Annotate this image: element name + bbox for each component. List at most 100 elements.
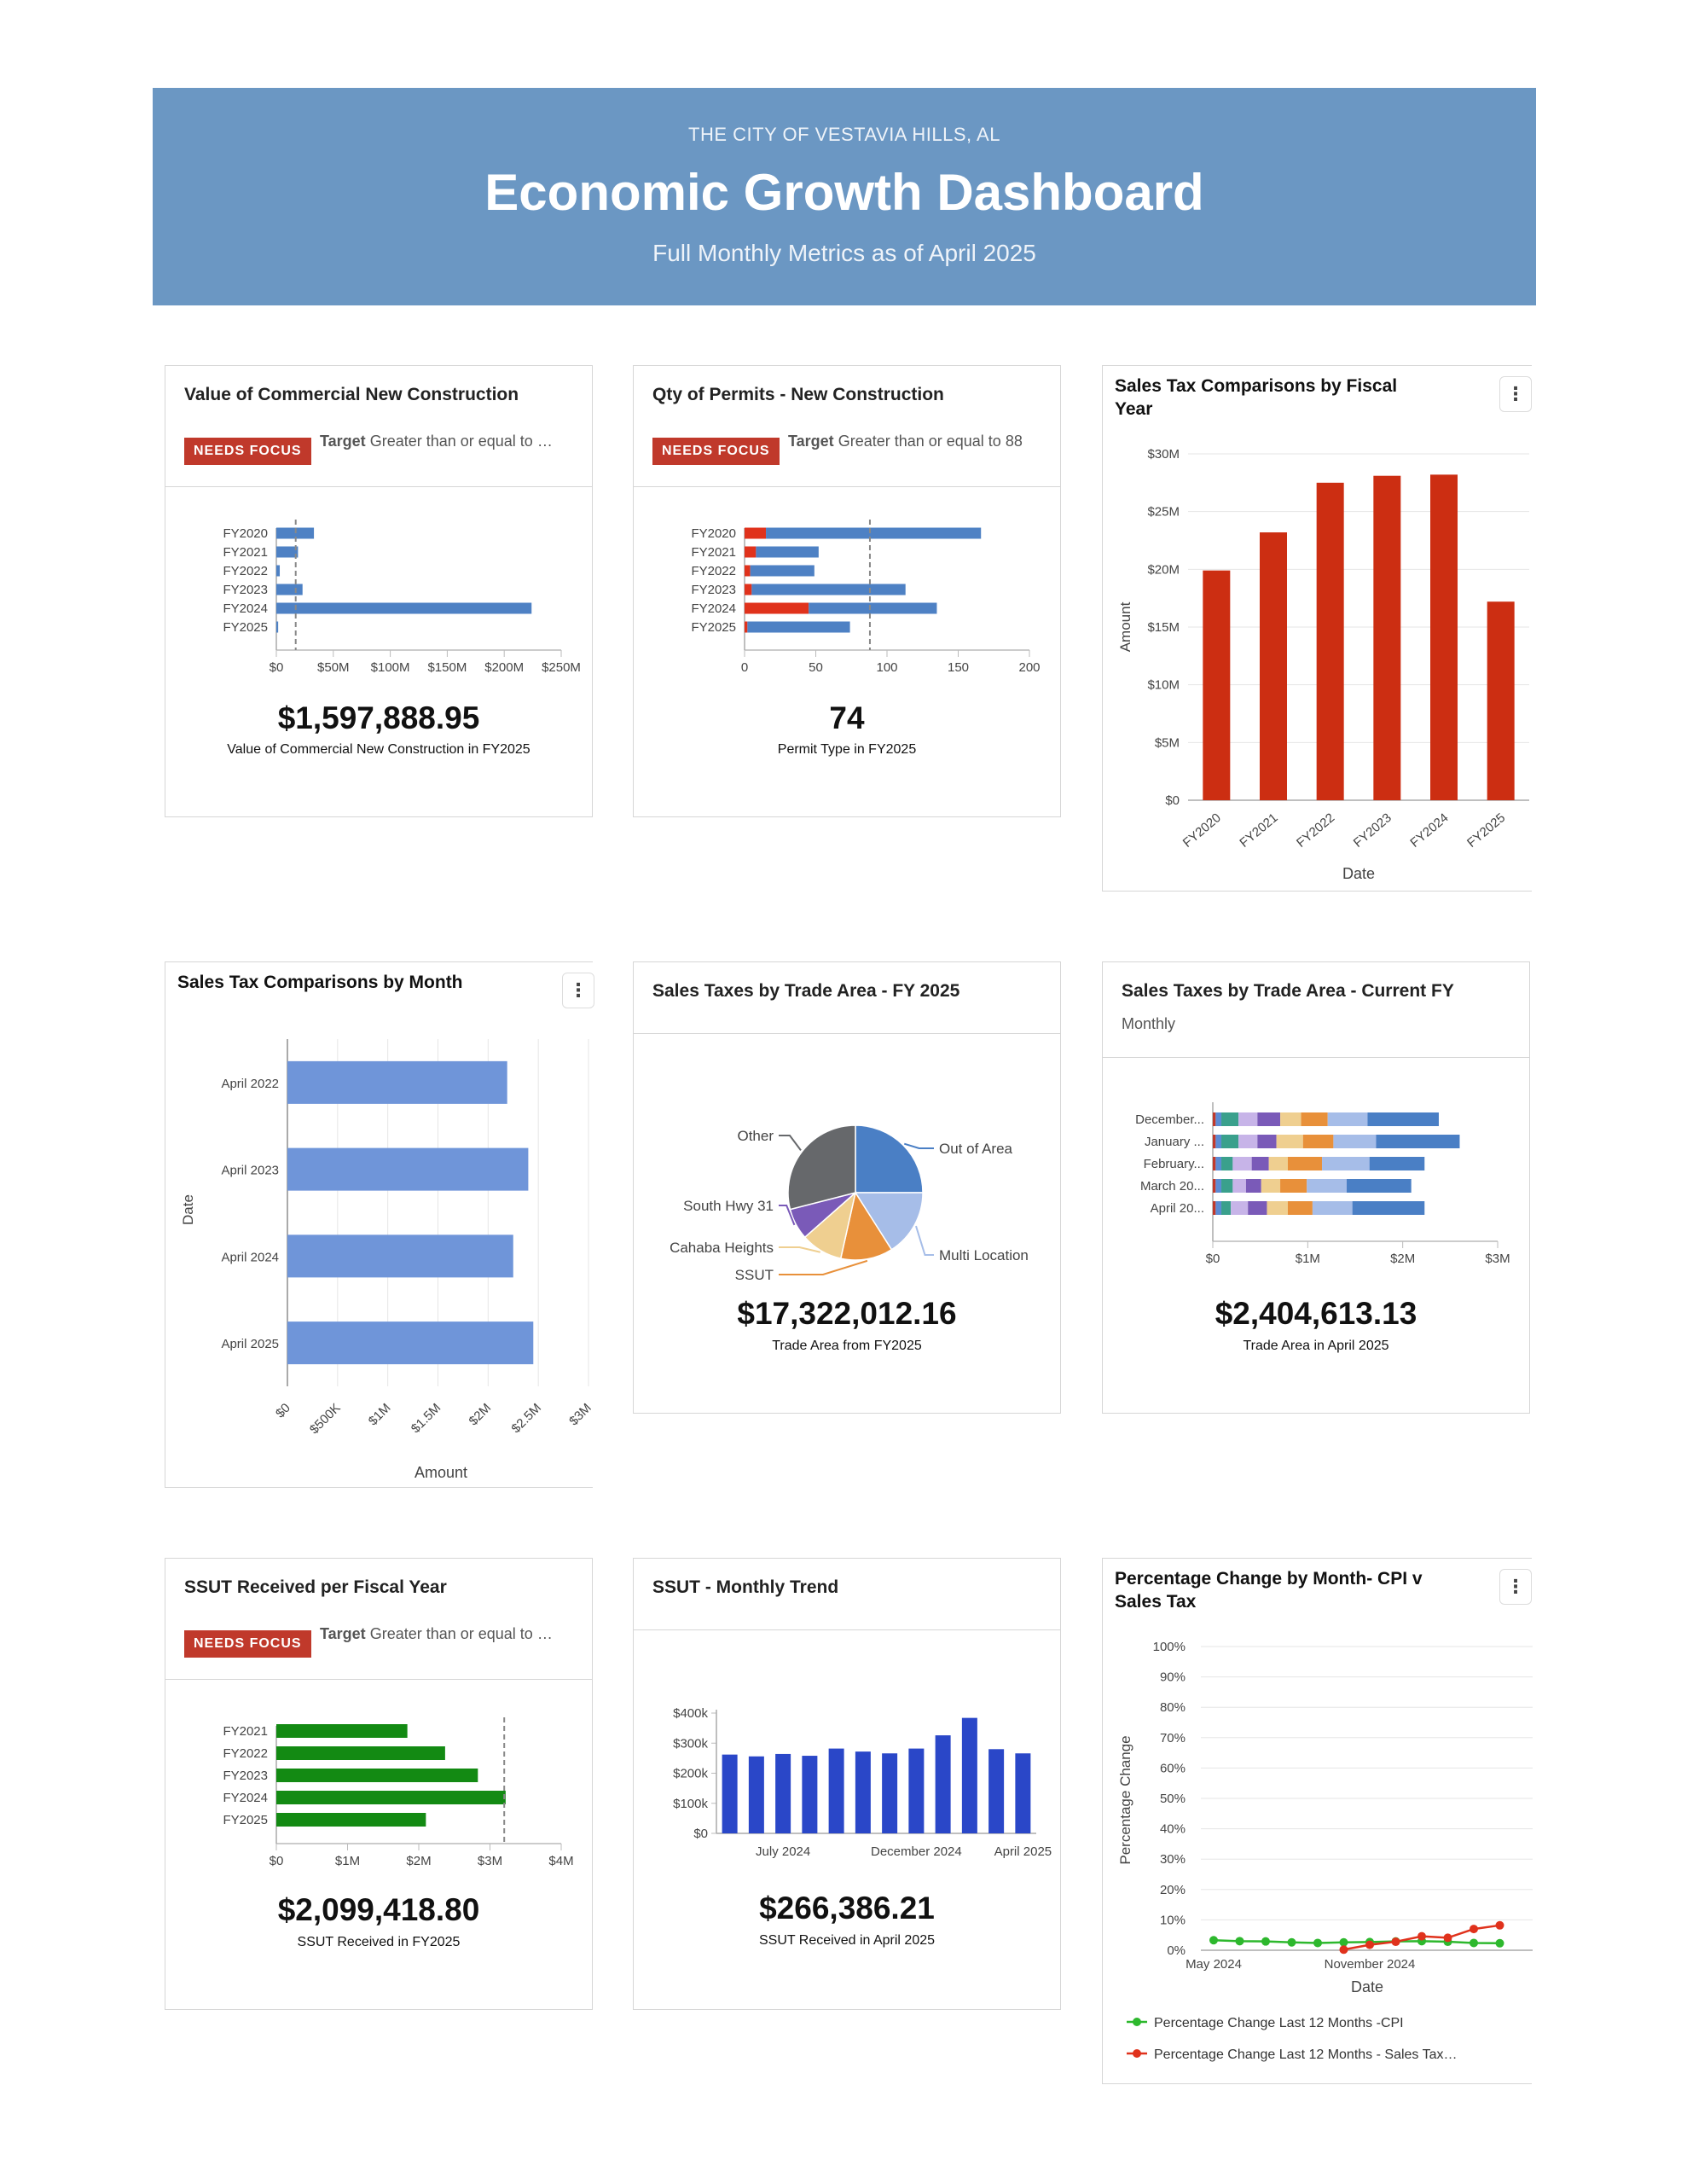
pie-label: Multi Location — [939, 1247, 1029, 1263]
bar-segment — [1221, 1201, 1232, 1215]
x-tick-label: $2M — [406, 1854, 431, 1868]
bar-segment — [1327, 1112, 1368, 1126]
x-tick-label: $3M — [1485, 1252, 1510, 1266]
bar — [276, 602, 532, 614]
bar-segment — [1213, 1179, 1216, 1193]
pie-slice — [854, 1192, 924, 1251]
series-point — [1495, 1920, 1504, 1930]
bar — [1015, 1753, 1031, 1833]
title-line: Sales Tax Comparisons by Fiscal — [1115, 376, 1398, 396]
x-tick-label: FY2020 — [1180, 810, 1224, 851]
y-tick-label: 50% — [1160, 1792, 1186, 1806]
bar-segment — [1232, 1179, 1246, 1193]
bar-segment — [1352, 1201, 1425, 1215]
bar — [802, 1756, 818, 1833]
bar-segment — [1213, 1201, 1216, 1215]
x-tick-label: $150M — [427, 660, 467, 675]
bar — [276, 1724, 408, 1738]
x-tick-label: $1M — [1296, 1252, 1320, 1266]
y-tick-label: $25M — [1147, 505, 1180, 520]
pie-slice — [839, 1191, 893, 1261]
kpi-caption: SSUT Received in April 2025 — [758, 1933, 936, 1948]
bar-segment — [1232, 1157, 1252, 1170]
bar-segment — [750, 565, 815, 577]
bar-segment — [745, 546, 757, 558]
x-tick-label: December 2024 — [871, 1844, 962, 1859]
x-tick-label: $250M — [542, 660, 581, 675]
y-tick-label: January ... — [1145, 1135, 1204, 1149]
city-name: THE CITY OF VESTAVIA HILLS, AL — [688, 124, 1000, 145]
bar-segment — [1213, 1157, 1216, 1170]
card-header: Sales Taxes by Trade Area - Current FY M… — [1103, 962, 1529, 1058]
bar-segment — [745, 584, 752, 595]
bar-segment — [1301, 1112, 1328, 1126]
x-tick-label: $200M — [484, 660, 524, 675]
bar — [855, 1751, 871, 1833]
kpi-caption: Value of Commercial New Construction in … — [227, 742, 530, 757]
card-header: SSUT - Monthly Trend — [634, 1559, 1060, 1630]
x-tick-label: 100 — [876, 660, 897, 675]
bar-segment — [1376, 1135, 1460, 1148]
pie-slice — [787, 1124, 856, 1211]
bar — [276, 546, 299, 558]
y-tick-label: FY2023 — [691, 583, 736, 597]
sales-tax-fiscal-year-card: Sales Tax Comparisons by Fiscal Year ⋮ $… — [1102, 365, 1532, 892]
ssut-fiscal-year-card: SSUT Received per Fiscal Year NEEDS FOCU… — [165, 1558, 593, 2010]
x-tick-label: $100M — [371, 660, 410, 675]
pie-connector — [779, 1135, 802, 1151]
bar — [828, 1748, 844, 1833]
x-tick-label: $1M — [366, 1401, 394, 1429]
card-title: Qty of Permits - New Construction — [652, 385, 944, 404]
y-tick-label: 60% — [1160, 1761, 1186, 1775]
bar — [276, 621, 279, 633]
cpi-vs-sales-tax-card: Percentage Change by Month- CPI v Sales … — [1102, 1558, 1533, 2084]
legend-swatch-dot — [1133, 2018, 1141, 2026]
bar-segment — [1245, 1179, 1261, 1193]
y-tick-label: February... — [1144, 1157, 1204, 1171]
bar — [1487, 601, 1515, 800]
bar — [748, 1756, 764, 1833]
card-title: SSUT Received per Fiscal Year — [184, 1577, 447, 1597]
bar-segment — [1257, 1112, 1281, 1126]
permits-card: Qty of Permits - New Construction NEEDS … — [633, 365, 1061, 817]
y-tick-label: FY2025 — [223, 620, 268, 635]
bar — [276, 1791, 506, 1804]
bar-segment — [745, 565, 751, 577]
kpi-caption: Trade Area in April 2025 — [1243, 1339, 1389, 1353]
card-title: Sales Tax Comparisons by Month — [177, 973, 463, 992]
x-tick-label: FY2023 — [1351, 810, 1394, 851]
x-tick-label: $3M — [478, 1854, 502, 1868]
more-options-button[interactable]: ⋮ — [1499, 376, 1532, 412]
ssut-monthly-chart: $0 $100k $200k $300k $400k July 2024 December … — [673, 1706, 1052, 1859]
y-tick-label: March 20... — [1140, 1179, 1204, 1194]
pie-label: South Hwy 31 — [683, 1198, 774, 1214]
x-tick-label: $0 — [1206, 1252, 1220, 1266]
y-tick-label: April 2023 — [221, 1164, 279, 1178]
bar-segment — [1280, 1112, 1301, 1126]
x-tick-label: 200 — [1018, 660, 1040, 675]
x-tick-label: 0 — [741, 660, 748, 675]
more-options-button[interactable]: ⋮ — [1499, 1569, 1532, 1605]
bar-segment — [1215, 1157, 1222, 1170]
y-tick-label: April 2024 — [221, 1250, 279, 1264]
x-tick-label: 50 — [809, 660, 823, 675]
series-point — [1339, 1945, 1348, 1955]
x-tick-label: $4M — [548, 1854, 573, 1868]
bar — [1316, 482, 1344, 800]
more-options-button[interactable]: ⋮ — [562, 973, 594, 1008]
y-tick-label: $400k — [673, 1706, 708, 1721]
x-tick-label: FY2022 — [1294, 810, 1337, 851]
card-title: Percentage Change by Month- CPI v Sales … — [1115, 1567, 1423, 1613]
bar-segment — [745, 527, 767, 539]
y-tick-label: 100% — [1153, 1640, 1186, 1654]
y-tick-label: 30% — [1160, 1852, 1186, 1867]
bar-segment — [745, 602, 809, 614]
trade-area-current-card: Sales Taxes by Trade Area - Current FY M… — [1102, 961, 1530, 1414]
bar — [276, 1813, 426, 1827]
kpi-value: $17,322,012.16 — [737, 1296, 957, 1331]
bar-segment — [1238, 1135, 1258, 1148]
card-subtitle: Monthly — [1122, 1015, 1176, 1032]
bar — [908, 1748, 925, 1833]
permits-chart: 0 50 100 150 200 FY2020 FY2021 FY2022 FY2023 FY20… — [691, 520, 1041, 675]
x-tick-label: $2M — [1390, 1252, 1415, 1266]
